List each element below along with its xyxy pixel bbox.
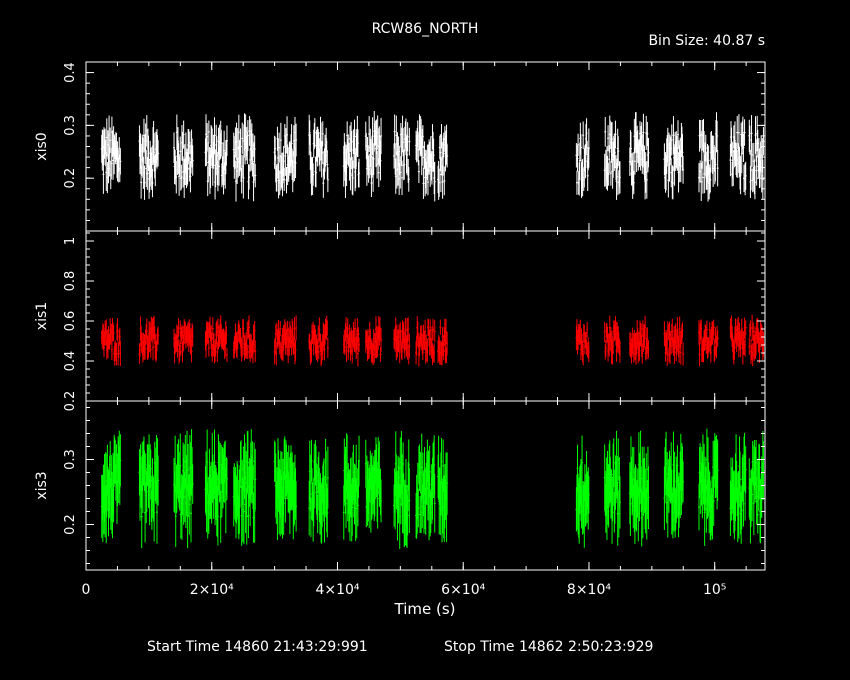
x-axis-label: Time (s) bbox=[394, 600, 456, 618]
panel-xis3: 0.2 0.3 xis3 bbox=[34, 400, 766, 571]
y-tick-label: 0.6 bbox=[63, 311, 78, 332]
chart-title: RCW86_NORTH bbox=[372, 21, 479, 37]
panel-xis1: 0.2 0.4 0.6 0.8 1 xis1 bbox=[34, 230, 766, 412]
panels: 0.2 0.3 0.4 xis0 0.2 0.4 0.6 0.8 1 xis1 0.2 0.3 xis3 bbox=[34, 61, 766, 571]
x-tick-label: 10⁵ bbox=[703, 582, 726, 598]
y-tick-label: 0.4 bbox=[63, 62, 78, 83]
y-tick-label: 0.3 bbox=[63, 115, 78, 136]
series-xis1 bbox=[100, 314, 765, 367]
series-xis3 bbox=[100, 428, 765, 550]
y-tick-label: 0.3 bbox=[63, 449, 78, 470]
y-tick-label: 1 bbox=[63, 237, 78, 245]
x-tick-label: 2×10⁴ bbox=[190, 582, 234, 598]
x-tick-label: 8×10⁴ bbox=[567, 582, 611, 598]
x-axis: 0 2×10⁴ 4×10⁴ 6×10⁴ 8×10⁴ 10⁵ bbox=[82, 582, 727, 598]
x-tick-label: 0 bbox=[82, 582, 91, 598]
y-tick-label: 0.4 bbox=[63, 351, 78, 372]
panel-label-xis0: xis0 bbox=[34, 132, 50, 160]
y-tick-label: 0.2 bbox=[63, 391, 78, 412]
x-tick-label: 4×10⁴ bbox=[315, 582, 359, 598]
series-xis0 bbox=[100, 110, 765, 202]
panel-label-xis3: xis3 bbox=[34, 471, 50, 499]
start-time: Start Time 14860 21:43:29:991 bbox=[147, 639, 368, 655]
panel-frame bbox=[85, 230, 766, 402]
y-tick-label: 0.2 bbox=[63, 168, 78, 189]
stop-time: Stop Time 14862 2:50:23:929 bbox=[444, 639, 653, 655]
bin-size-label: Bin Size: 40.87 s bbox=[648, 33, 765, 49]
panel-xis0: 0.2 0.3 0.4 xis0 bbox=[34, 61, 766, 232]
panel-label-xis1: xis1 bbox=[34, 302, 50, 330]
y-tick-label: 0.8 bbox=[63, 271, 78, 292]
x-tick-label: 6×10⁴ bbox=[441, 582, 485, 598]
y-tick-label: 0.2 bbox=[63, 514, 78, 535]
